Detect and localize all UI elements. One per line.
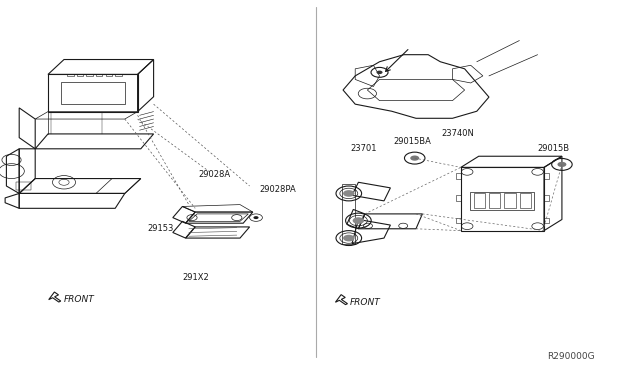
Text: 29028PA: 29028PA xyxy=(259,185,296,194)
Text: FRONT: FRONT xyxy=(350,298,381,307)
Circle shape xyxy=(557,162,566,167)
Circle shape xyxy=(410,155,419,161)
Text: 29153: 29153 xyxy=(147,224,173,233)
Text: 23740N: 23740N xyxy=(442,129,474,138)
Text: 291X2: 291X2 xyxy=(182,273,209,282)
Text: 29015B: 29015B xyxy=(538,144,570,153)
Circle shape xyxy=(343,235,355,241)
Text: 29015BA: 29015BA xyxy=(393,137,431,146)
Circle shape xyxy=(353,217,364,224)
Circle shape xyxy=(343,190,355,197)
Circle shape xyxy=(253,216,259,219)
Text: FRONT: FRONT xyxy=(63,295,94,304)
Circle shape xyxy=(376,71,383,74)
Text: 29028A: 29028A xyxy=(198,170,230,179)
Text: R290000G: R290000G xyxy=(547,352,595,361)
Text: 23701: 23701 xyxy=(351,144,377,153)
